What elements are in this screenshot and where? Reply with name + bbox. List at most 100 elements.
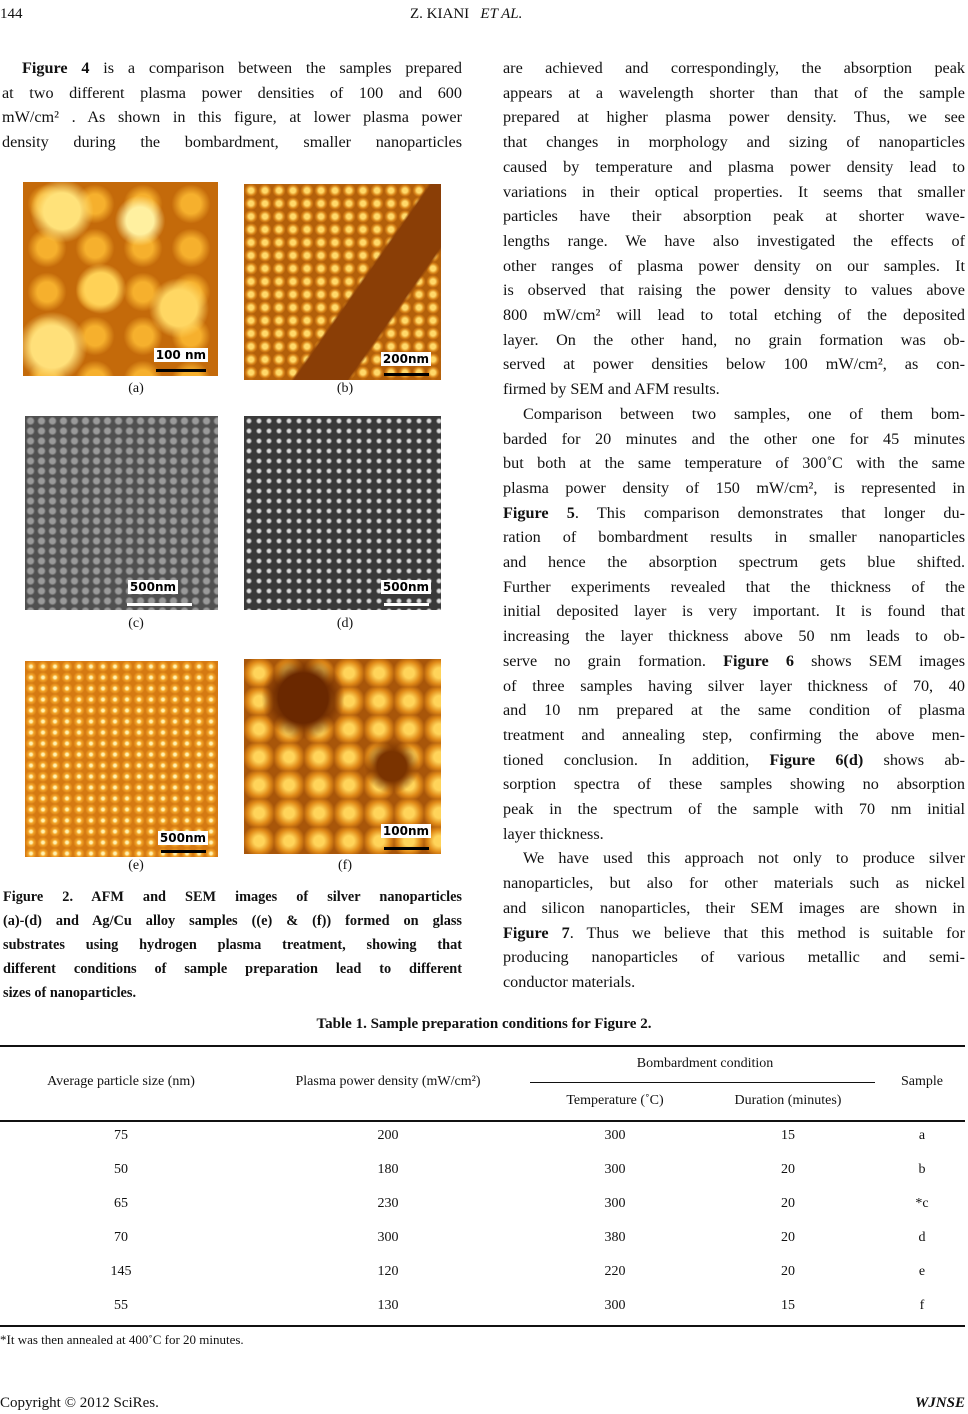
figure-panel-c: 500nm [25, 416, 218, 610]
scale-label: 500nm [380, 580, 431, 594]
text-line: nanoparticles, but also for other materi… [503, 873, 965, 893]
table-header-rule [0, 1120, 965, 1122]
text-segment: treatment and annealing step, confirming… [503, 725, 965, 744]
text-line: appears at a wavelength shorter than tha… [503, 83, 965, 103]
text-segment: . This comparison demonstrates that long… [574, 503, 965, 522]
table-cell: 300 [604, 1298, 626, 1313]
text-segment: We have used this approach not only to p… [523, 849, 965, 868]
scale-bar [384, 847, 429, 850]
table-cell: 300 [377, 1230, 399, 1245]
text-line: plasma power density of 150 mW/cm², is r… [503, 478, 965, 498]
column-header: Plasma power density (mW/cm²) [295, 1074, 481, 1089]
text-segment: served at power densities below 100 mW/c… [503, 355, 965, 374]
scale-label: 500nm [157, 831, 208, 845]
scale-bar [384, 603, 429, 606]
text-line: of three samples having silver layer thi… [503, 676, 965, 696]
text-segment: is a comparison between the samples prep… [89, 59, 462, 77]
text-segment: nanoparticles, but also for other materi… [503, 874, 965, 893]
text-segment: that changes in morphology and sizing of… [503, 133, 965, 152]
text-segment: tioned conclusion. In addition, [503, 750, 770, 769]
figure-caption-line: (a)-(d) and Ag/Cu alloy samples ((e) & (… [3, 913, 462, 929]
text-segment: at two different plasma power densities … [2, 83, 462, 102]
text-line: density during the bombardment, smaller … [2, 132, 462, 152]
figure-reference: Figure 5 [503, 503, 575, 522]
text-line: at two different plasma power densities … [2, 83, 462, 103]
text-line: other ranges of plasma power density on … [503, 256, 965, 276]
text-segment: density during the bombardment, smaller … [2, 133, 462, 152]
text-line: served at power densities below 100 mW/c… [503, 354, 965, 374]
table-cell: 300 [604, 1128, 626, 1143]
figure-panel-e: 500nm [25, 661, 218, 857]
text-line: firmed by SEM and AFM results. [503, 379, 965, 399]
text-segment: serve no grain formation. [503, 651, 724, 670]
table-cell: 230 [377, 1196, 399, 1211]
table-cell: 220 [604, 1264, 626, 1279]
text-line: ration of bombardment results in smaller… [503, 527, 965, 547]
running-head-authors: Z. KIANI [410, 6, 470, 22]
figure-panel-d: 500nm [244, 416, 441, 610]
table-cell: e [918, 1264, 926, 1279]
table-cell: d [918, 1230, 926, 1245]
text-line: layer. On the other hand, no grain forma… [503, 330, 965, 350]
text-segment: firmed by SEM and AFM results. [503, 380, 720, 399]
figure-panel-a: 100 nm [23, 182, 218, 376]
table-bottom-rule [0, 1325, 965, 1327]
text-line: Figure 5. This comparison demonstrates t… [503, 503, 965, 523]
scale-label: 500nm [127, 580, 178, 594]
text-segment: 800 mW/cm² will lead to total etching of… [503, 306, 965, 324]
text-segment: layer. On the other hand, no grain forma… [503, 330, 965, 349]
table-cell: f [919, 1298, 925, 1313]
column-header: Temperature (˚C) [566, 1093, 664, 1108]
text-segment: are achieved and correspondingly, the ab… [503, 59, 965, 77]
text-line: mW/cm² . As shown in this figure, at low… [2, 107, 462, 127]
panel-label-c: (c) [128, 616, 144, 631]
table-cell: 20 [781, 1230, 795, 1245]
text-segment: variations in their optical properties. … [503, 182, 965, 201]
text-line: serve no grain formation. Figure 6 shows… [503, 651, 965, 671]
text-line: and 10 nm prepared at the same condition… [503, 700, 965, 720]
text-segment: peak in the spectrum of the sample with … [503, 800, 965, 818]
text-line: variations in their optical properties. … [503, 182, 965, 202]
scale-bar [156, 369, 206, 372]
journal-name: WJNSE [914, 1395, 965, 1411]
figure-reference: Figure 4 [22, 59, 90, 77]
running-head-etal: ET AL. [480, 6, 523, 22]
text-segment: plasma power density of 150 mW/cm², is r… [503, 478, 965, 497]
scale-bar [161, 850, 206, 853]
text-line: prepared at higher plasma power density.… [503, 107, 965, 127]
text-segment: prepared at higher plasma power density.… [503, 108, 965, 127]
text-segment: and 10 nm prepared at the same condition… [503, 701, 965, 720]
column-header: Sample [901, 1074, 943, 1089]
text-segment: particles have their absorption peak at … [503, 207, 965, 226]
text-segment: shows SEM images [793, 651, 965, 670]
text-segment: barded for 20 minutes and the other one … [503, 429, 965, 448]
text-segment: Further experiments revealed that the th… [503, 577, 965, 596]
table-cell: *c [915, 1196, 929, 1211]
text-segment: increasing the layer thickness above 50 … [503, 627, 965, 646]
panel-label-d: (d) [336, 616, 354, 631]
table-top-rule [0, 1045, 965, 1047]
page-number: 144 [0, 6, 23, 22]
text-line: Further experiments revealed that the th… [503, 577, 965, 597]
text-segment: appears at a wavelength shorter than tha… [503, 83, 965, 102]
table-cell: 380 [604, 1230, 626, 1245]
table-cell: 180 [377, 1162, 399, 1177]
text-line: treatment and annealing step, confirming… [503, 725, 965, 745]
table-cell: 15 [781, 1298, 795, 1313]
text-segment: layer thickness. [503, 824, 604, 843]
text-line: We have used this approach not only to p… [523, 848, 965, 868]
figure-caption-line: substrates using hydrogen plasma treatme… [3, 937, 462, 953]
text-line: layer thickness. [503, 824, 965, 844]
text-line: producing nanoparticles of various metal… [503, 947, 965, 967]
text-line: sorption spectra of these samples showin… [503, 774, 965, 794]
text-segment: and hence the absorption spectrum gets b… [503, 553, 965, 571]
panel-label-f: (f) [338, 858, 352, 873]
copyright: Copyright © 2012 SciRes. [0, 1395, 159, 1411]
scale-label: 100nm [380, 824, 431, 838]
table-cell: 200 [377, 1128, 399, 1143]
table-cell: 300 [604, 1196, 626, 1211]
table-cell: a [918, 1128, 926, 1143]
text-line: and hence the absorption spectrum gets b… [503, 552, 965, 572]
figure-panel-f: 100nm [244, 659, 441, 854]
scale-bar [127, 603, 192, 606]
